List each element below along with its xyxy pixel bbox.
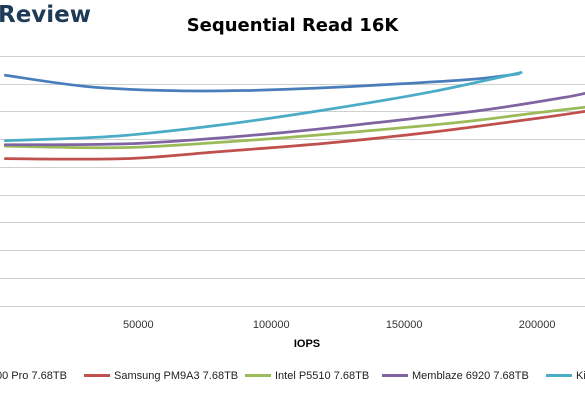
legend-item: Samsung PM9A3 7.68TB xyxy=(84,370,238,382)
series-line-3 xyxy=(3,91,585,147)
legend-item: Memblaze 6920 7.68TB xyxy=(382,370,529,382)
legend-item: Intel P5510 7.68TB xyxy=(245,370,369,382)
legend-item: Ki xyxy=(546,370,585,382)
x-tick-labels: 50000 100000 150000 200000 xyxy=(123,319,556,331)
legend-label: Memblaze 6920 7.68TB xyxy=(412,370,529,382)
legend-swatch xyxy=(84,373,110,377)
series-line-0 xyxy=(3,72,520,93)
watermark-logo: Review xyxy=(0,2,92,28)
legend-item: 00 Pro 7.68TB xyxy=(0,370,67,382)
x-tick-label: 150000 xyxy=(386,319,423,331)
legend-label: Samsung PM9A3 7.68TB xyxy=(114,370,239,382)
series-lines xyxy=(3,71,585,161)
legend-swatch xyxy=(546,373,572,377)
legend-label: Intel P5510 7.68TB xyxy=(275,370,370,382)
legend: 00 Pro 7.68TB Samsung PM9A3 7.68TB Intel P… xyxy=(0,370,585,390)
legend-swatch xyxy=(245,373,271,377)
x-axis-label: IOPS xyxy=(294,338,320,350)
legend-label: Ki xyxy=(576,370,585,382)
series-line-1 xyxy=(3,110,585,161)
chart-title: Sequential Read 16K xyxy=(186,15,399,36)
gridlines xyxy=(0,56,585,307)
x-tick-label: 50000 xyxy=(123,319,154,331)
x-tick-label: 200000 xyxy=(519,319,556,331)
x-tick-label: 100000 xyxy=(253,319,290,331)
series-line-2 xyxy=(3,105,585,150)
series-line-4 xyxy=(3,71,523,142)
legend-swatch xyxy=(382,373,408,377)
legend-label: 00 Pro 7.68TB xyxy=(0,370,67,382)
